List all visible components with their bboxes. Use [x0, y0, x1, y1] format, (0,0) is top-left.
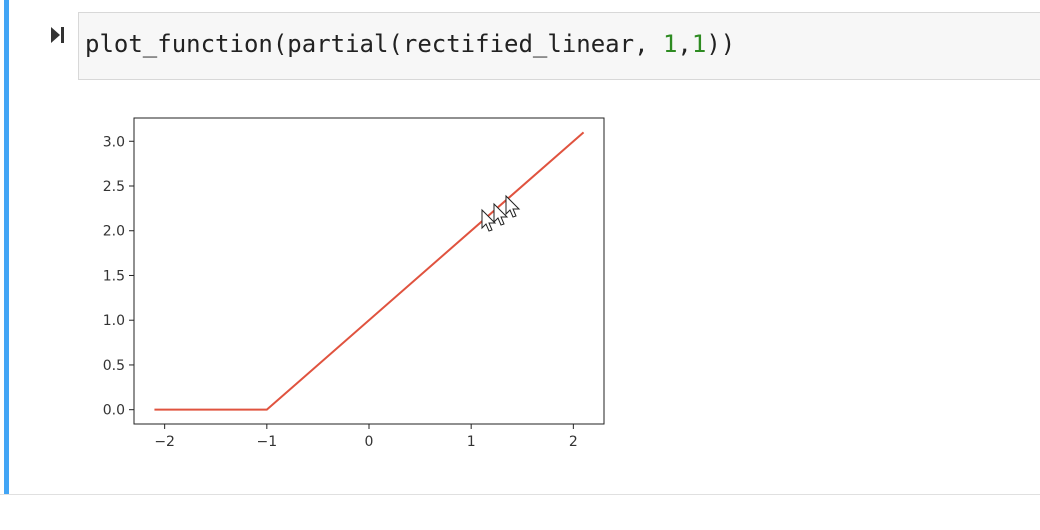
line-chart: −2 −1 0 1 2 0.0 0.5 1.0 1.5 2.0 2.5 3.0: [103, 117, 605, 450]
code-separator: ,: [677, 30, 692, 58]
code-number-arg: 1: [691, 30, 707, 58]
code-number-arg: 1: [662, 30, 678, 58]
code-text: plot_function(partial(rectified_linear,: [85, 30, 663, 58]
y-tick-label: 2.5: [103, 179, 125, 195]
y-tick-label: 1.5: [103, 268, 125, 284]
y-tick-label: 0.5: [103, 358, 125, 374]
cell-selection-bar: [4, 0, 9, 494]
y-tick-label: 0.0: [103, 403, 125, 419]
x-tick-label: −1: [257, 434, 278, 450]
run-cell-icon: [51, 27, 64, 43]
notebook-cell[interactable]: plot_function(partial(rectified_linear, …: [0, 0, 1040, 495]
x-tick-label: 2: [569, 434, 578, 450]
mouse-cursor-icon: [481, 208, 497, 232]
y-tick-label: 1.0: [103, 313, 125, 329]
x-tick-label: −2: [154, 434, 175, 450]
mouse-cursor-icon: [505, 194, 521, 218]
mouse-cursor-icon: [493, 202, 509, 226]
code-closing: )): [706, 30, 736, 58]
run-cell-button[interactable]: [50, 26, 66, 44]
y-tick-label: 2.0: [103, 224, 125, 240]
code-input-area[interactable]: plot_function(partial(rectified_linear, …: [78, 12, 1040, 80]
cell-output: −2 −1 0 1 2 0.0 0.5 1.0 1.5 2.0 2.5 3.0: [78, 100, 638, 480]
y-tick-label: 3.0: [103, 134, 125, 150]
x-tick-label: 1: [467, 434, 476, 450]
code-line: plot_function(partial(rectified_linear, …: [85, 29, 735, 59]
x-tick-label: 0: [365, 434, 374, 450]
series-line: [154, 131, 585, 411]
plot-frame: [133, 117, 605, 425]
